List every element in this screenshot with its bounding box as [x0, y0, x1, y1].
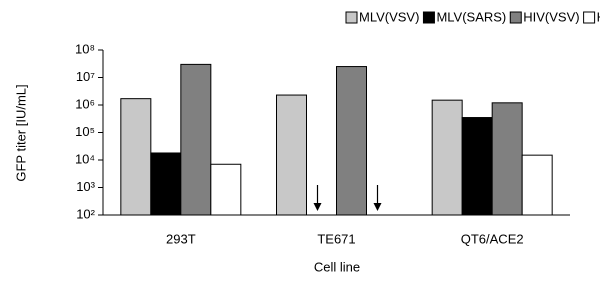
- x-tick-label: QT6/ACE2: [461, 231, 524, 246]
- legend-swatch: [509, 11, 522, 24]
- legend-label: MLV(SARS): [436, 9, 506, 24]
- y-tick-label: 10⁴: [75, 151, 95, 166]
- below-detection-arrowhead: [313, 203, 322, 211]
- legend-swatch: [422, 11, 435, 24]
- y-tick-label: 10⁷: [76, 69, 95, 84]
- bar: [336, 66, 367, 216]
- y-tick-label: 10⁵: [75, 124, 95, 139]
- legend-label: HIV(SARS): [597, 9, 600, 24]
- bar: [276, 94, 307, 216]
- bar: [461, 117, 493, 216]
- y-tick-label: 10²: [76, 206, 95, 221]
- bar: [210, 163, 242, 216]
- bar: [150, 152, 182, 216]
- x-tick-label: 293T: [166, 231, 196, 246]
- bar: [521, 154, 553, 216]
- legend-swatch: [345, 11, 358, 24]
- bar: [491, 102, 523, 216]
- legend-label: HIV(VSV): [523, 9, 579, 24]
- y-tick-label: 10⁸: [75, 41, 95, 56]
- y-axis-label: GFP titer [IU/mL]: [13, 84, 28, 181]
- below-detection-arrowhead: [373, 203, 382, 211]
- bar: [120, 98, 152, 216]
- y-tick-label: 10⁶: [75, 96, 95, 111]
- x-axis-label: Cell line: [314, 259, 360, 274]
- bar: [180, 63, 212, 216]
- bar: [431, 99, 463, 216]
- x-tick-label: TE671: [317, 231, 355, 246]
- y-tick-label: 10³: [76, 179, 95, 194]
- legend-swatch: [583, 11, 596, 24]
- legend-label: MLV(VSV): [359, 9, 419, 24]
